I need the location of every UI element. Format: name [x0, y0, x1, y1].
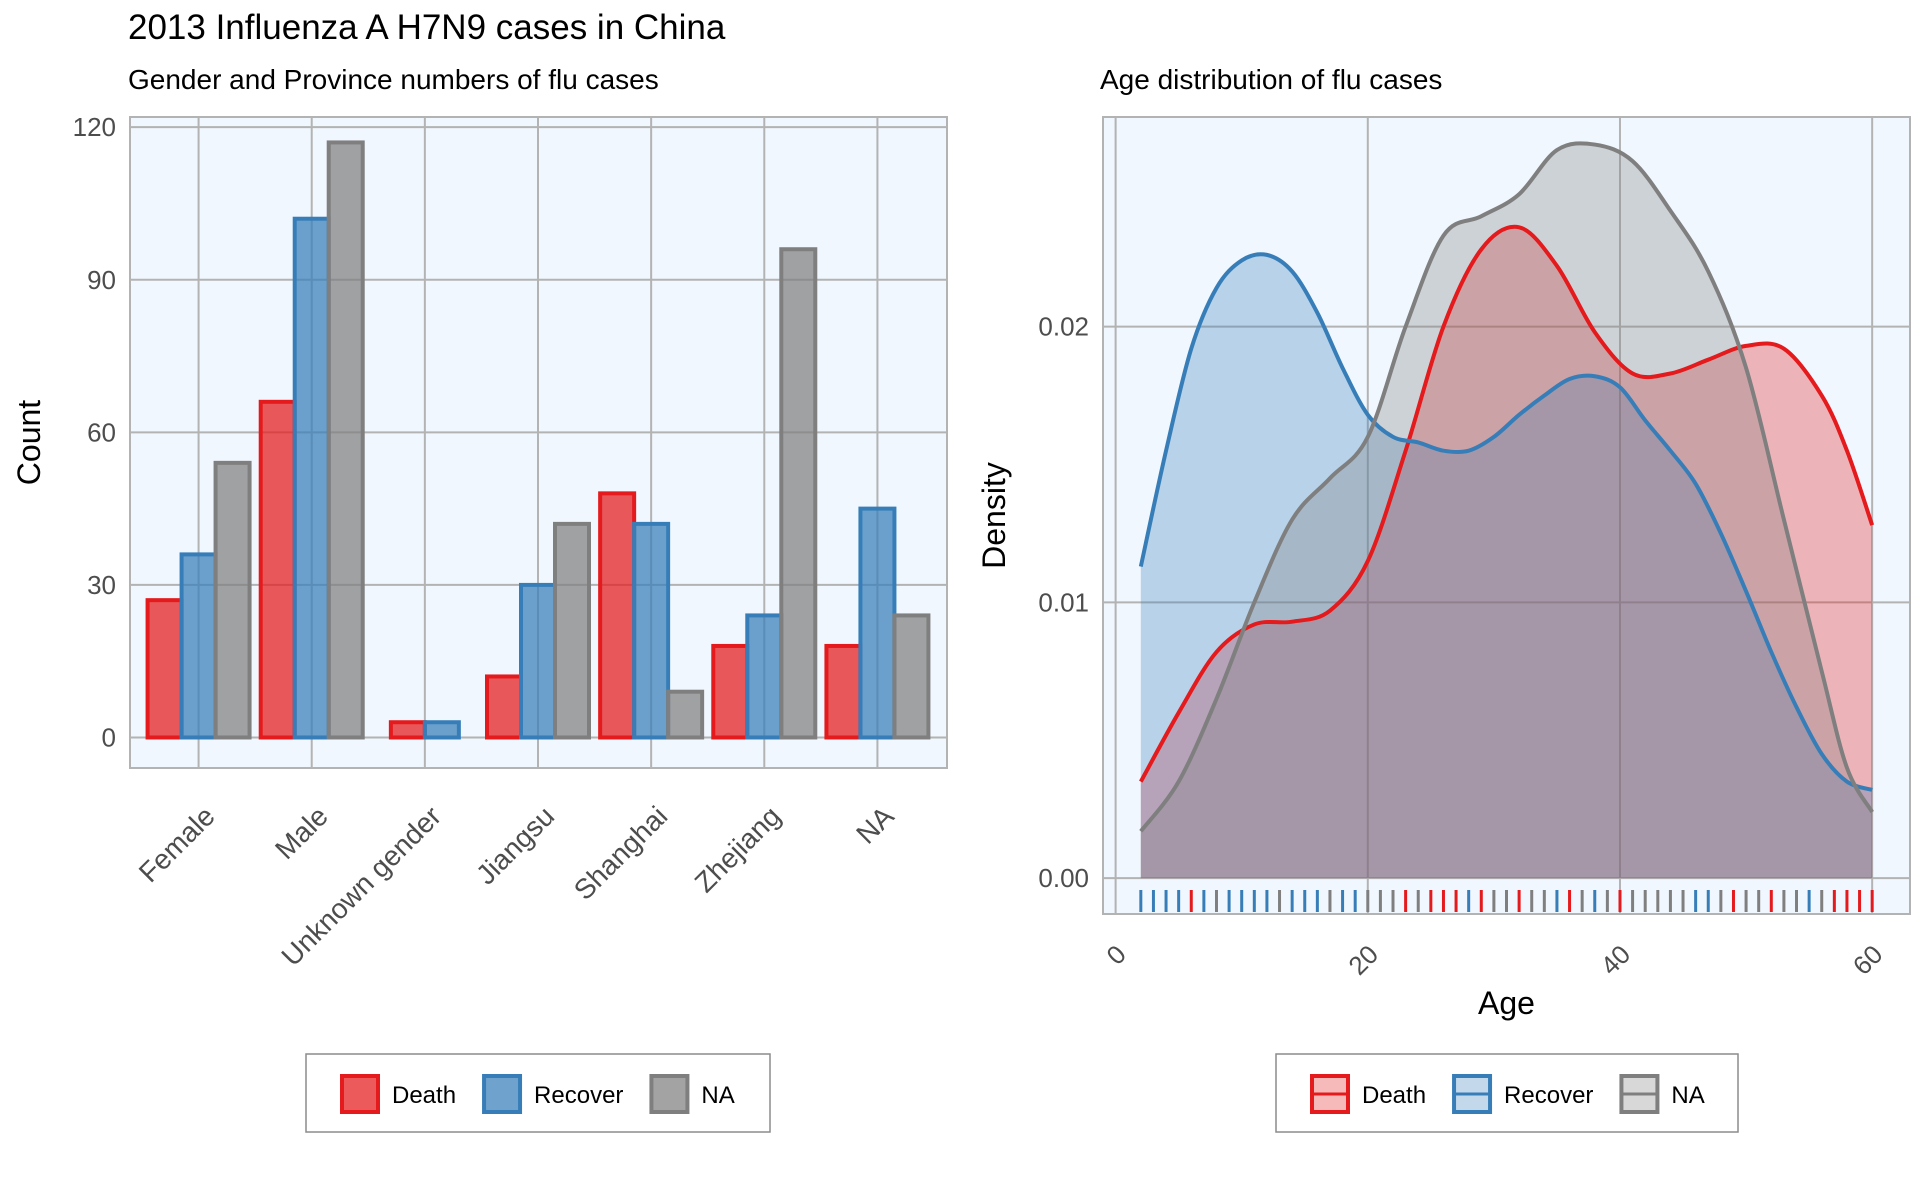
density-panel-background — [1103, 117, 1910, 914]
bar-y-tick-label: 0 — [102, 722, 116, 752]
bar-recover-male — [292, 216, 331, 740]
density-legend-label-na: NA — [1671, 1082, 1704, 1109]
bar-legend-key-recover — [482, 1074, 523, 1114]
bar-chart-subtitle: Gender and Province numbers of flu cases — [128, 64, 659, 95]
density-y-tick-label: 0.02 — [1038, 312, 1089, 342]
bar-legend-key-na — [649, 1074, 690, 1114]
bar-panel-border — [129, 116, 948, 769]
bar-recover-na — [858, 506, 897, 740]
bar-x-tick-label-zhejiang: Zhejiang — [689, 800, 787, 898]
bar-death-unknown-gender — [388, 720, 427, 740]
bar-x-tick-label-female: Female — [133, 800, 221, 888]
density-line-recover — [1138, 252, 1873, 792]
bar-legend-box — [305, 1053, 771, 1133]
density-x-tick-label: 40 — [1595, 939, 1637, 981]
density-x-tick-label: 20 — [1342, 939, 1384, 981]
bar-recover-jiangsu — [519, 582, 557, 740]
bar-death-female — [145, 598, 184, 740]
density-y-tick-label: 0.01 — [1038, 587, 1089, 617]
bar-legend-label-death: Death — [392, 1082, 456, 1109]
density-area-na — [1140, 143, 1873, 879]
bar-y-axis-label: Count — [11, 400, 47, 486]
bar-na-male — [326, 140, 365, 740]
bar-y-tick-label: 30 — [87, 570, 116, 600]
bar-legend-label-recover: Recover — [534, 1082, 623, 1109]
density-chart: 0.00 0.01 0.02 0 20 40 60 Age Density Death Recove… — [976, 116, 1911, 1133]
bar-x-tick-label-jiangsu: Jiangsu — [470, 800, 560, 890]
bar-death-jiangsu — [485, 674, 523, 740]
bar-death-shanghai — [598, 491, 637, 740]
density-y-axis-label: Density — [976, 462, 1012, 569]
density-legend-label-death: Death — [1362, 1082, 1426, 1109]
density-legend-label-recover: Recover — [1504, 1082, 1593, 1109]
bar-y-tick-label: 120 — [73, 112, 116, 142]
bar-na-zhejiang — [779, 247, 818, 740]
bar-x-tick-label-na: NA — [850, 800, 900, 850]
bar-recover-shanghai — [632, 521, 671, 740]
bar-legend-key-death — [340, 1074, 380, 1114]
density-chart-subtitle: Age distribution of flu cases — [1100, 64, 1443, 95]
bar-y-tick-label: 90 — [87, 265, 116, 295]
figure-title: 2013 Influenza A H7N9 cases in China — [128, 8, 726, 47]
density-line-death — [1139, 224, 1875, 783]
bar-recover-zhejiang — [745, 613, 784, 740]
bar-na-shanghai — [666, 689, 705, 740]
density-y-tick-label: 0.00 — [1038, 863, 1089, 893]
density-area-death — [1140, 226, 1873, 879]
bar-y-tick-label: 60 — [87, 417, 116, 447]
density-x-tick-label: 60 — [1847, 939, 1889, 981]
bar-death-male — [258, 399, 297, 740]
bar-recover-female — [179, 552, 218, 740]
density-area-recover — [1140, 254, 1873, 879]
density-panel-border — [1102, 116, 1911, 915]
density-x-tick-label: 0 — [1100, 939, 1131, 970]
density-x-axis-label: Age — [1478, 985, 1535, 1021]
bar-x-tick-label-male: Male — [269, 800, 334, 865]
bar-x-tick-label-shanghai: Shanghai — [568, 800, 674, 906]
bar-na-female — [213, 460, 252, 740]
bar-recover-unknown-gender — [422, 720, 461, 740]
bar-death-na — [824, 643, 863, 740]
density-legend-box — [1275, 1053, 1739, 1133]
bar-death-zhejiang — [711, 643, 750, 740]
density-line-na — [1139, 141, 1874, 833]
bar-legend-label-na: NA — [701, 1082, 734, 1109]
bar-na-na — [892, 613, 931, 740]
bar-na-jiangsu — [553, 521, 591, 740]
